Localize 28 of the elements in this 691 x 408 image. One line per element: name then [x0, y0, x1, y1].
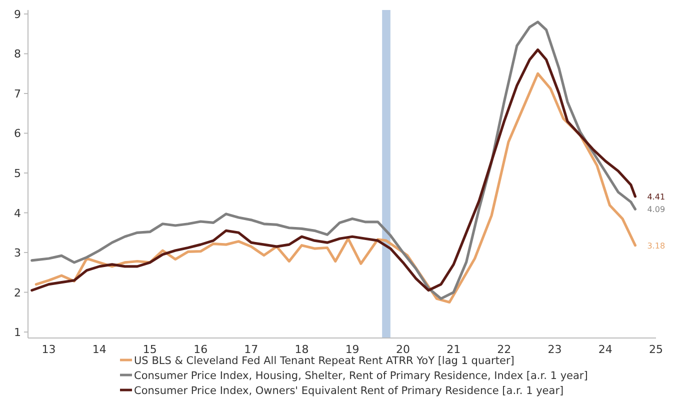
x-tick-label: 17 — [244, 343, 258, 356]
x-tick-label: 13 — [42, 343, 56, 356]
x-tick-label: 18 — [294, 343, 309, 356]
legend-label: US BLS & Cleveland Fed All Tenant Repeat Rent ATRR YoY [lag 1 quarter] — [134, 355, 514, 367]
data-label: 4.09 — [647, 205, 666, 214]
data-label: 3.18 — [647, 241, 666, 250]
legend-label: Consumer Price Index, Housing, Shelter, Rent of Primary Residence, Index [a.r. 1 year] — [134, 370, 588, 382]
x-tick-label: 15 — [142, 343, 157, 356]
y-tick-label: 7 — [14, 87, 21, 100]
y-tick-label: 4 — [14, 206, 21, 220]
x-tick-label: 14 — [92, 343, 106, 356]
legend-label: Consumer Price Index, Owners' Equivalent Rent of Primary Residence [a.r. 1 year] — [134, 385, 564, 397]
y-tick-label: 3 — [14, 246, 21, 260]
x-tick-label: 25 — [649, 343, 663, 356]
y-tick-label: 9 — [14, 8, 21, 21]
x-tick-label: 16 — [194, 343, 208, 356]
x-tick-label: 21 — [446, 343, 461, 356]
y-tick-label: 8 — [14, 48, 21, 61]
x-tick-label: 24 — [598, 343, 612, 356]
x-tick-label: 23 — [548, 343, 562, 356]
y-tick-label: 6 — [14, 127, 21, 140]
y-tick-label: 5 — [14, 167, 21, 180]
y-tick-label: 1 — [14, 326, 21, 340]
x-tick-label: 19 — [345, 343, 360, 356]
y-tick-label: 2 — [14, 286, 21, 300]
x-tick-label: 20 — [396, 343, 410, 356]
x-tick-label: 22 — [497, 343, 512, 356]
data-label: 4.41 — [647, 192, 666, 202]
